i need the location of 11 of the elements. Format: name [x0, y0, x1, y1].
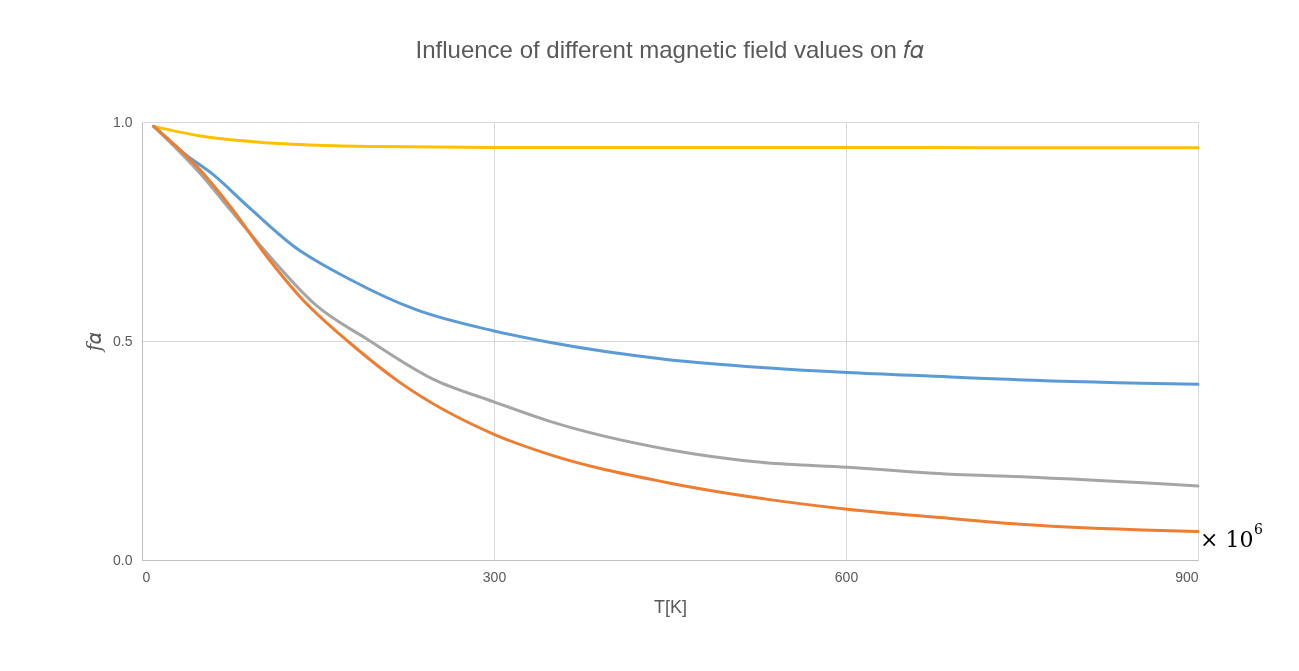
- y-tick-label: 1.0: [113, 113, 133, 130]
- x-tick-label: 600: [834, 568, 859, 585]
- line-series: [152, 124, 1200, 150]
- y-tick-label: 0.5: [113, 332, 133, 349]
- x-axis-title: T[K]: [653, 596, 688, 617]
- x-tick-label: 900: [1175, 568, 1199, 585]
- chart-title: Influence of different magnetic field values on 𝑓𝛼: [415, 36, 925, 63]
- x-tick-label: 300: [482, 568, 507, 585]
- y-axis-title: 𝑓𝛼: [82, 331, 107, 354]
- y-tick-label: 0.0: [113, 551, 133, 568]
- x-tick-label: 0: [142, 568, 151, 585]
